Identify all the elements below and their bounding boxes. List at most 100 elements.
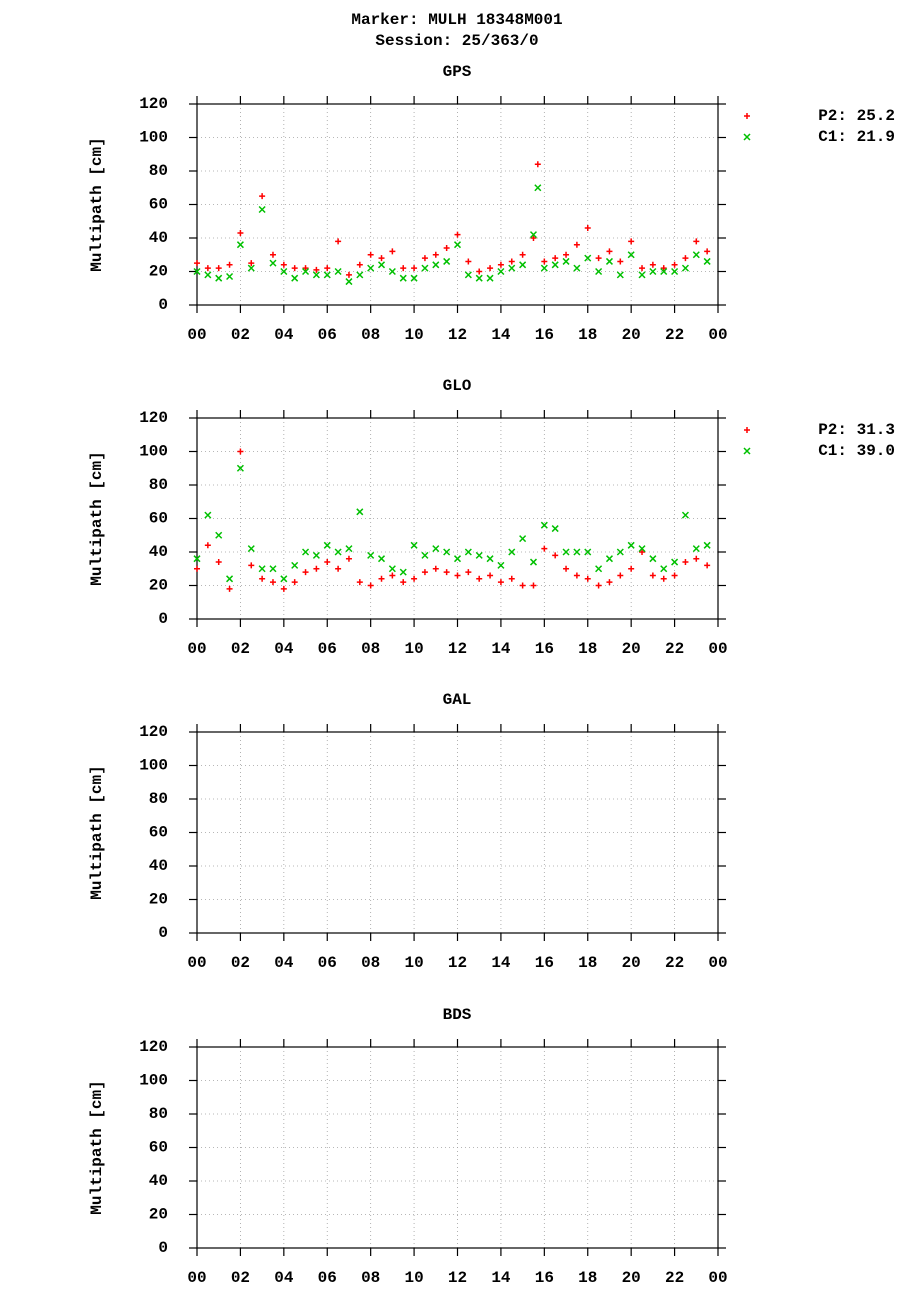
data-point	[193, 555, 201, 563]
data-point	[584, 254, 592, 262]
x-tick-label: 22	[665, 640, 684, 658]
data-point	[660, 267, 668, 276]
x-tick-label: 00	[708, 954, 727, 972]
data-point	[411, 575, 418, 582]
y-tick-label: 100	[139, 443, 168, 461]
data-point	[497, 267, 505, 276]
data-point	[552, 255, 559, 262]
y-tick-label: 100	[139, 129, 168, 147]
data-point	[617, 258, 624, 265]
y-tick-label: 60	[149, 1139, 168, 1157]
data-point	[692, 251, 700, 259]
data-point	[443, 548, 451, 556]
data-point	[649, 261, 656, 268]
x-tick-label: 08	[361, 326, 380, 344]
data-point	[627, 541, 635, 549]
data-point	[237, 229, 244, 236]
data-point	[563, 251, 570, 258]
data-point	[236, 464, 244, 472]
data-point	[627, 251, 635, 259]
data-point	[638, 545, 646, 553]
x-tick-label: 06	[318, 326, 337, 344]
data-point	[421, 551, 429, 559]
y-tick-label: 120	[139, 409, 168, 427]
data-point	[280, 575, 288, 583]
data-point	[280, 585, 287, 592]
data-point	[605, 555, 613, 563]
x-tick-label: 06	[318, 1269, 337, 1287]
y-axis-label: Multipath [cm]	[88, 137, 106, 271]
data-point	[432, 261, 440, 269]
plot-frame	[196, 1046, 719, 1249]
data-point	[519, 261, 527, 269]
data-point	[660, 265, 667, 272]
data-point	[703, 257, 711, 265]
plot-points	[193, 161, 711, 286]
x-tick-label: 08	[361, 1269, 380, 1287]
data-point	[476, 575, 483, 582]
data-point	[563, 565, 570, 572]
data-point	[388, 267, 396, 276]
x-tick-label: 20	[622, 326, 641, 344]
x-tick-label: 18	[578, 326, 597, 344]
data-point	[269, 565, 277, 573]
data-point	[519, 251, 526, 258]
x-tick-label: 10	[404, 326, 423, 344]
x-tick-label: 18	[578, 1269, 597, 1287]
data-point	[671, 267, 679, 276]
data-point	[530, 235, 537, 241]
data-point	[704, 248, 711, 255]
y-tick-label: 0	[158, 610, 168, 628]
y-tick-label: 40	[149, 229, 168, 247]
data-point	[204, 265, 211, 272]
data-point	[693, 238, 700, 245]
data-point	[540, 521, 548, 529]
data-point	[529, 558, 538, 566]
data-point	[671, 261, 678, 268]
data-point	[681, 511, 689, 519]
legend-marker	[744, 427, 750, 433]
data-point	[584, 548, 592, 556]
data-point	[671, 558, 679, 566]
data-point	[248, 562, 255, 569]
y-tick-label: 40	[149, 857, 168, 875]
data-point	[226, 272, 234, 281]
data-point	[226, 261, 233, 268]
data-point	[345, 545, 353, 553]
data-point	[692, 545, 700, 553]
data-point	[388, 565, 396, 573]
data-point	[605, 257, 613, 265]
y-tick-label: 80	[149, 1105, 168, 1123]
y-axis-label: Multipath [cm]	[88, 765, 106, 899]
data-point	[377, 555, 386, 563]
data-point	[410, 274, 418, 282]
data-point	[226, 585, 233, 592]
data-point	[399, 568, 407, 576]
x-tick-label: 02	[231, 326, 250, 344]
data-point	[259, 193, 266, 200]
data-point	[486, 274, 494, 282]
data-point	[704, 562, 711, 569]
data-point	[291, 265, 298, 272]
page-subtitle: Session: 25/363/0	[375, 32, 538, 50]
data-point	[302, 569, 309, 576]
data-point	[616, 271, 624, 279]
data-point	[334, 267, 342, 276]
data-point	[693, 555, 700, 562]
data-point	[312, 551, 320, 559]
plot-frame	[196, 103, 719, 306]
x-tick-label: 16	[535, 640, 554, 658]
data-point	[541, 258, 548, 265]
data-point	[367, 264, 375, 272]
data-point	[660, 565, 668, 573]
data-point	[247, 264, 255, 272]
data-point	[356, 579, 363, 586]
x-tick-label: 00	[708, 1269, 727, 1287]
plot-points	[193, 448, 711, 592]
data-point	[464, 548, 472, 556]
data-point	[324, 265, 331, 272]
data-point	[595, 255, 602, 262]
data-point	[432, 545, 440, 553]
data-point	[345, 271, 352, 278]
